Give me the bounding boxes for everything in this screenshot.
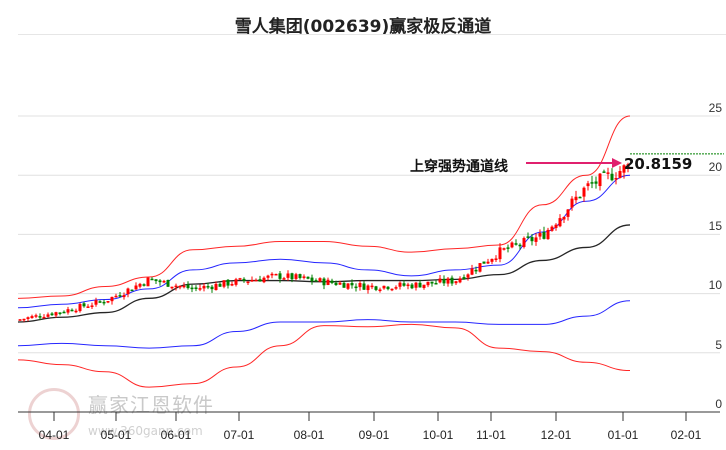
- x-tick: 11-01: [476, 428, 506, 442]
- x-tick: 01-01: [607, 428, 639, 442]
- watermark-url: www.360gann.com: [88, 424, 203, 438]
- x-tick: 08-01: [293, 428, 325, 442]
- x-tick: 02-01: [670, 428, 702, 442]
- watermark-logo-icon: [28, 388, 80, 440]
- title-divider: [18, 34, 726, 35]
- x-tick: 12-01: [540, 428, 572, 442]
- breakout-annotation-label: 上穿强势通道线: [410, 159, 508, 175]
- x-tick: 10-01: [422, 428, 454, 442]
- x-tick: 06-01: [160, 428, 192, 442]
- watermark-text: 赢家江恩软件: [88, 393, 214, 417]
- y-tick-0: 0: [715, 397, 722, 411]
- y-tick-25: 25: [708, 101, 722, 115]
- x-tick: 04-01: [38, 428, 70, 442]
- y-tick-10: 10: [708, 278, 722, 292]
- x-tick: 07-01: [223, 428, 255, 442]
- breakout-value-label: 20.8159: [624, 155, 693, 173]
- x-tick: 05-01: [100, 428, 132, 442]
- y-tick-15: 15: [708, 219, 722, 233]
- y-tick-20: 20: [708, 160, 722, 174]
- y-tick-5: 5: [715, 338, 722, 352]
- x-tick: 09-01: [358, 428, 390, 442]
- chart-title: 雪人集团(002639)赢家极反通道: [234, 17, 492, 37]
